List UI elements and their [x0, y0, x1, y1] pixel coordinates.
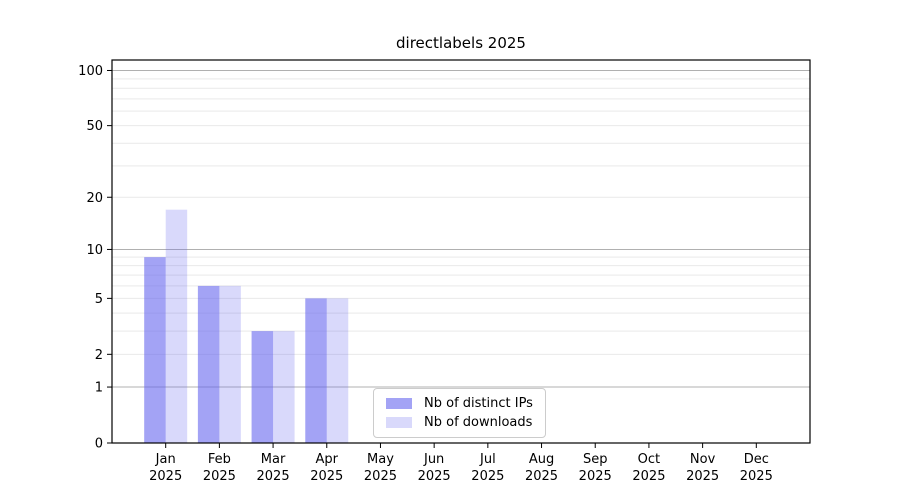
bar	[165, 209, 188, 443]
bar	[326, 298, 349, 443]
axes-spines	[111, 59, 811, 444]
y-tick-label: 100	[78, 64, 103, 79]
x-tick-label: Oct 2025	[632, 452, 665, 484]
legend: Nb of distinct IPs Nb of downloads	[373, 388, 546, 438]
legend-swatch-downloads-icon	[386, 417, 412, 428]
y-tick-label: 0	[95, 437, 103, 452]
y-tick-label: 2	[95, 348, 103, 363]
x-tick-label: Dec 2025	[740, 452, 773, 484]
x-tick-label: Jun 2025	[418, 452, 451, 484]
y-tick-label: 5	[95, 292, 103, 307]
y-tick-label: 10	[86, 243, 103, 258]
y-tick-label: 50	[86, 119, 103, 134]
x-tick-label: Jul 2025	[471, 452, 504, 484]
x-tick-label: Sep 2025	[579, 452, 612, 484]
x-tick-label: Mar 2025	[257, 452, 290, 484]
bar	[273, 331, 295, 443]
x-tick-label: May 2025	[364, 452, 397, 484]
x-tick-label: Jan 2025	[149, 452, 182, 484]
legend-label-downloads: Nb of downloads	[424, 415, 533, 430]
bar	[197, 285, 220, 443]
x-tick-label: Apr 2025	[310, 452, 343, 484]
x-tick-label: Nov 2025	[686, 452, 719, 484]
x-tick-label: Aug 2025	[525, 452, 558, 484]
y-tick-label: 1	[95, 381, 103, 396]
bar	[144, 257, 166, 443]
legend-item-distinct-ips: Nb of distinct IPs	[386, 396, 533, 411]
legend-swatch-distinct-ips-icon	[386, 398, 412, 409]
bar	[305, 298, 327, 443]
legend-label-distinct-ips: Nb of distinct IPs	[424, 396, 533, 411]
chart-title: directlabels 2025	[396, 34, 526, 52]
x-tick-label: Feb 2025	[203, 452, 236, 484]
y-tick-label: 20	[86, 191, 103, 206]
bar	[251, 331, 274, 443]
legend-item-downloads: Nb of downloads	[386, 415, 533, 430]
bar	[219, 285, 241, 443]
